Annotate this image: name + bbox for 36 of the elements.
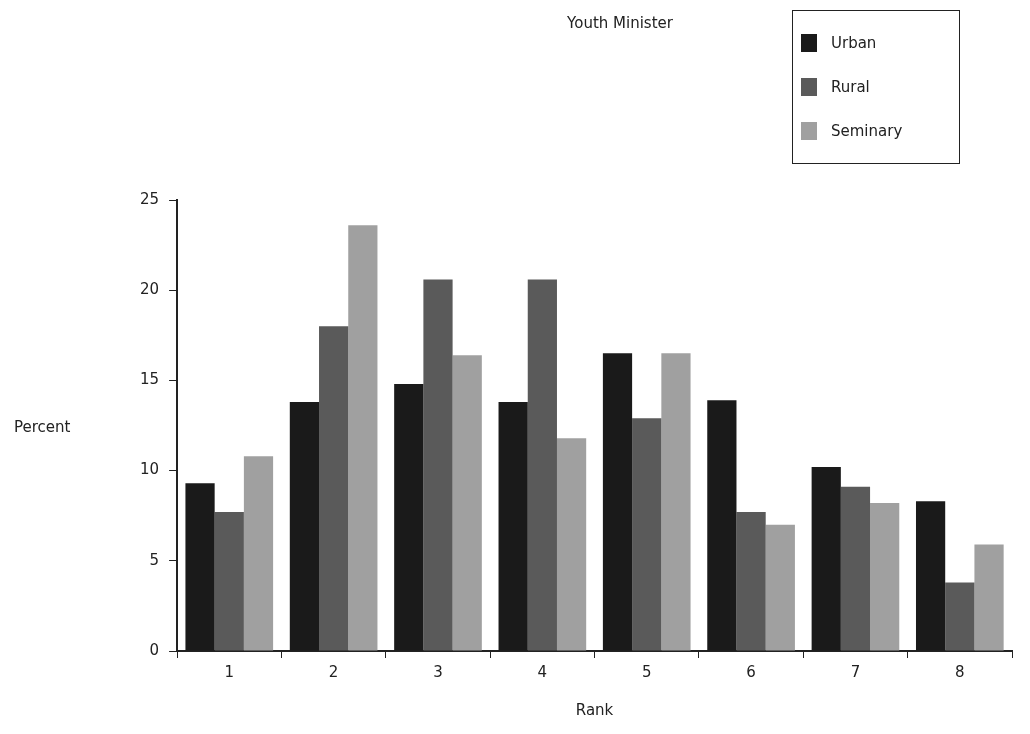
- bar: [632, 418, 662, 651]
- x-tick-label: 4: [537, 662, 548, 681]
- x-tick-label: 2: [328, 662, 339, 681]
- x-tick-label: 7: [850, 662, 861, 681]
- x-tick-label: 3: [433, 662, 443, 681]
- bar: [556, 438, 587, 651]
- x-tick-label: 5: [641, 662, 652, 681]
- bar: [319, 326, 349, 651]
- x-axis-title: Rank: [575, 700, 614, 719]
- y-tick-label: 20: [139, 280, 160, 299]
- legend-label: Seminary: [831, 122, 903, 140]
- bar: [661, 353, 691, 651]
- bar: [974, 544, 1004, 651]
- x-tick-label: 8: [955, 662, 965, 681]
- bar: [423, 279, 453, 651]
- y-tick-label: 5: [149, 550, 160, 569]
- bar: [840, 486, 871, 651]
- legend-label: Rural: [831, 78, 870, 96]
- y-tick-label: 15: [139, 370, 160, 389]
- legend-label: Urban: [831, 34, 877, 52]
- y-tick-label: 10: [139, 460, 160, 479]
- chart-title: Youth Minister: [566, 13, 674, 34]
- x-tick-label: 1: [224, 662, 235, 681]
- bar: [736, 512, 766, 651]
- bar: [527, 279, 557, 651]
- bar: [452, 355, 482, 651]
- bar: [243, 456, 274, 651]
- y-tick-label: 25: [139, 189, 160, 208]
- bar: [348, 225, 378, 651]
- y-axis-title: Percent: [14, 418, 71, 436]
- y-tick-label: 0: [149, 640, 160, 659]
- x-tick-label: 6: [746, 662, 756, 681]
- bar: [214, 512, 244, 651]
- bar: [945, 582, 975, 651]
- bar: [765, 524, 795, 651]
- bar: [870, 503, 900, 651]
